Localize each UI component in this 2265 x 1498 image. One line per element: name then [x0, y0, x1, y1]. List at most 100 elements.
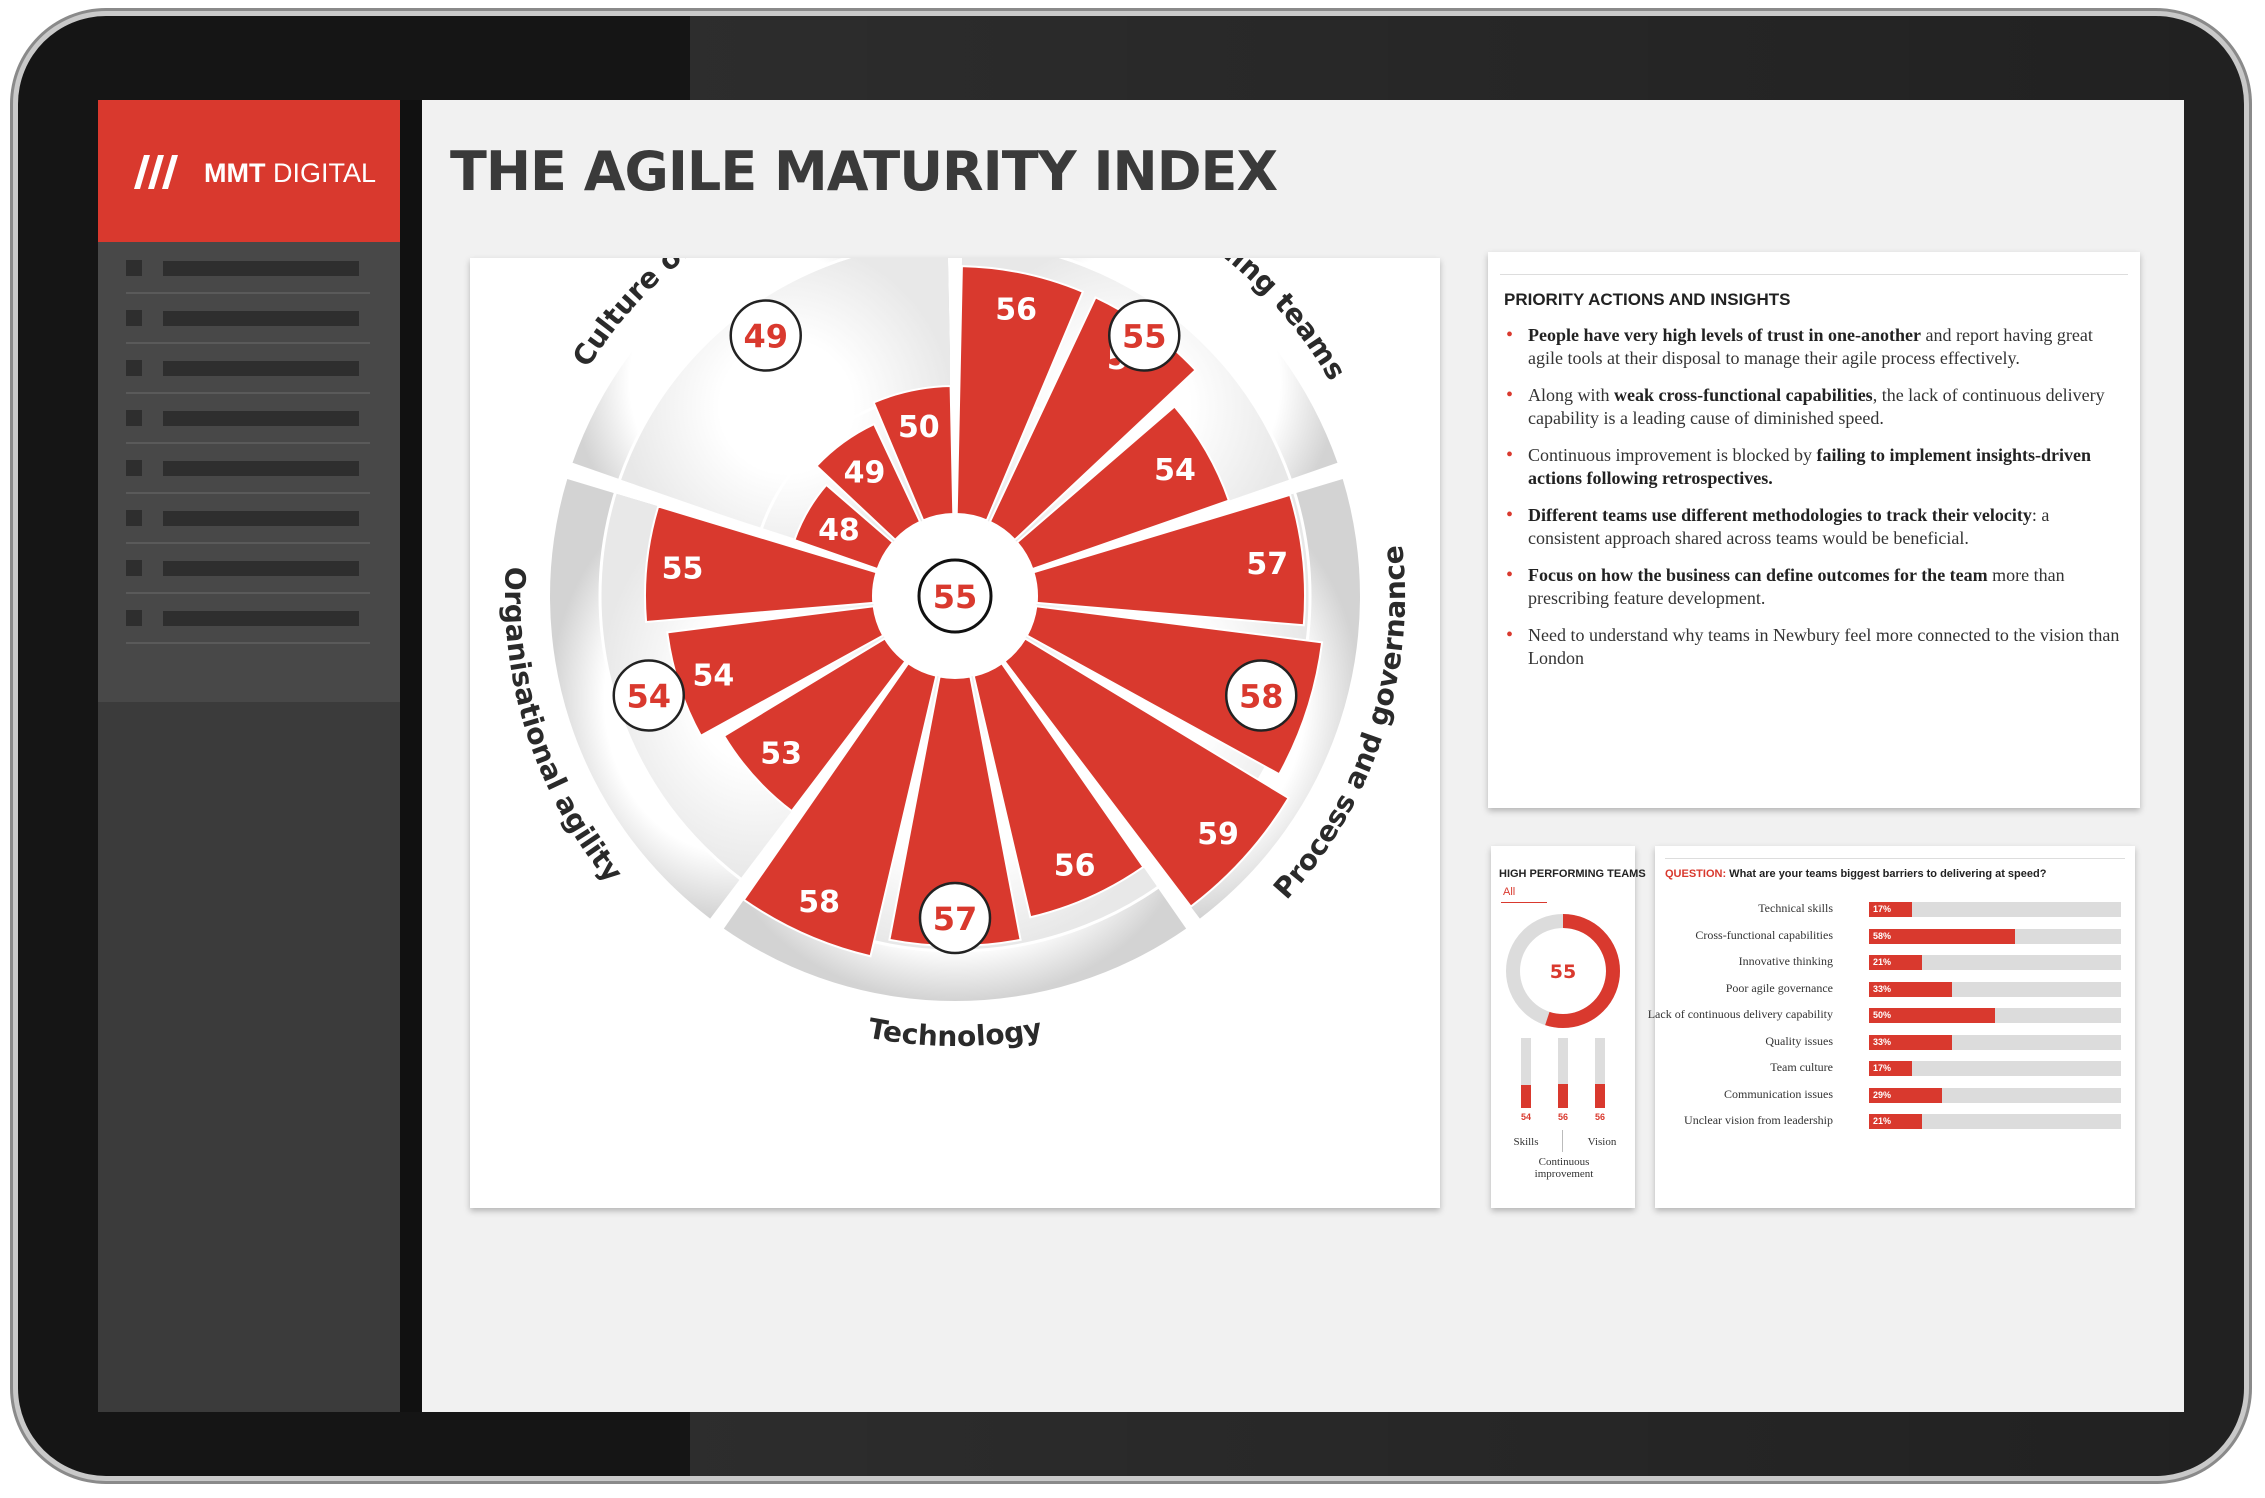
bar-fill: 33%	[1869, 981, 1953, 997]
sidebar-item[interactable]	[126, 392, 370, 444]
list-item: Continuous improvement is blocked by fai…	[1504, 444, 2124, 490]
menu-placeholder	[163, 461, 359, 476]
bar-value-label: 48	[818, 513, 860, 548]
skills-bar	[1521, 1038, 1531, 1108]
sidebar-item[interactable]	[126, 342, 370, 394]
connector-line	[1562, 1130, 1563, 1152]
sidebar-item[interactable]	[126, 292, 370, 344]
bar-category-label: Quality issues	[1765, 1033, 1833, 1048]
hpt-title: HIGH PERFORMING TEAMS	[1499, 868, 1646, 880]
bar-row: Communication issues 29%	[1655, 1086, 2135, 1104]
radial-chart-svg: 565654575859565758535455484950 55 555857…	[498, 147, 1412, 1053]
bar-value-label: 50	[898, 410, 940, 445]
bar-fill: 17%	[1869, 902, 1912, 917]
bar-percent-label: 21%	[1873, 957, 1892, 967]
bar-row: Unclear vision from leadership 21%	[1655, 1112, 2135, 1130]
bar-value-label: 57	[1246, 547, 1288, 582]
bar-value-label: 59	[1197, 817, 1239, 852]
skills-bar-fill	[1521, 1085, 1531, 1108]
segment-separator	[709, 641, 924, 931]
bar-value-label: 54	[693, 658, 735, 693]
hpt-donut-chart: 55	[1506, 914, 1620, 1028]
menu-placeholder	[163, 611, 359, 626]
page-title: THE AGILE MATURITY INDEX	[450, 140, 1278, 203]
sidebar-item[interactable]	[126, 442, 370, 494]
brand-name: MMT DIGITAL	[204, 158, 377, 188]
filter-all-tab[interactable]: All	[1503, 886, 1516, 898]
bar-category-label: Communication issues	[1724, 1086, 1833, 1101]
priority-list: People have very high levels of trust in…	[1504, 324, 2124, 684]
maturity-radial-chart: 565654575859565758535455484950 55 555857…	[470, 147, 1440, 1208]
bullet-icon	[126, 510, 142, 526]
bar-row: Cross-functional capabilities 58%	[1655, 927, 2135, 945]
segment-separator	[1010, 464, 1347, 583]
bar-track: 33%	[1869, 981, 2121, 997]
bar-percent-label: 50%	[1873, 1010, 1892, 1020]
question-title: QUESTION: What are your teams biggest ba…	[1665, 868, 2047, 880]
bar-value-label: 56	[995, 292, 1037, 327]
category-score: 55	[1122, 317, 1167, 355]
category-score-badge	[1224, 659, 1298, 732]
bullet-icon	[126, 360, 142, 376]
sidebar-item[interactable]	[126, 542, 370, 594]
donut-value: 55	[1550, 961, 1576, 983]
bar-percent-label: 29%	[1873, 1089, 1892, 1100]
ci-value: 56	[1557, 1112, 1568, 1122]
bar-track: 50%	[1869, 1008, 2121, 1023]
bar-category-label: Unclear vision from leadership	[1684, 1113, 1833, 1127]
bar-row: Team culture 17%	[1655, 1059, 2135, 1077]
bar-percent-label: 33%	[1873, 1036, 1892, 1047]
bar-fill: 58%	[1869, 928, 2016, 944]
ci-bar	[1558, 1038, 1568, 1108]
category-score-badge	[729, 299, 802, 372]
bar-percent-label: 17%	[1873, 1063, 1892, 1073]
high-performing-teams-panel: HIGH PERFORMING TEAMS All 55 54 56 56 Sk…	[1491, 846, 1646, 1208]
vision-bar-fill	[1595, 1084, 1605, 1108]
screen: MMT DIGITAL THE AGILE MATURITY INDEX	[98, 100, 2184, 1412]
segment-separator	[986, 641, 1201, 931]
menu-placeholder	[163, 561, 359, 576]
category-score: 49	[743, 317, 788, 355]
bar-track: 58%	[1869, 928, 2121, 944]
divider	[1665, 858, 2125, 859]
list-item: Focus on how the business can define out…	[1504, 564, 2124, 610]
donut-fill	[1506, 914, 1620, 1028]
category-score: 58	[1239, 678, 1284, 716]
brand-header: MMT DIGITAL	[98, 100, 400, 242]
bullet-icon	[126, 260, 142, 276]
bar-percent-label: 33%	[1873, 983, 1892, 994]
list-item: Along with weak cross-functional capabil…	[1504, 384, 2124, 430]
bar-fill: 29%	[1869, 1087, 1943, 1103]
segment-separator	[563, 464, 900, 583]
vision-bar	[1595, 1038, 1605, 1108]
mmt-logo-icon	[134, 155, 178, 189]
menu-placeholder	[163, 511, 359, 526]
bar-track: 21%	[1869, 955, 2121, 970]
vision-label: Vision	[1587, 1136, 1617, 1148]
bullet-icon	[126, 310, 142, 326]
sidebar-item[interactable]	[126, 592, 370, 644]
bullet-icon	[126, 560, 142, 576]
bar-track: 21%	[1869, 1114, 2121, 1129]
bar-category-label: Team culture	[1770, 1060, 1833, 1074]
bar-value-label: 55	[662, 551, 704, 586]
bar-category-label: Innovative thinking	[1738, 954, 1833, 968]
bullet-icon	[126, 410, 142, 426]
menu-placeholder	[163, 261, 359, 276]
bar-row: Lack of continuous delivery capability 50…	[1648, 1006, 2135, 1024]
menu-placeholder	[163, 411, 359, 426]
bar-category-label: Technical skills	[1758, 901, 1833, 915]
bar-fill: 21%	[1869, 955, 1922, 970]
ci-bar-fill	[1558, 1084, 1568, 1108]
bar-value-label: 56	[1054, 849, 1096, 884]
sidebar-item[interactable]	[126, 492, 370, 544]
bar-track: 17%	[1869, 1061, 2121, 1076]
sidebar-item[interactable]	[126, 242, 370, 294]
tab-underline	[1501, 902, 1547, 903]
ci-label: Continuous improvement	[1534, 1156, 1594, 1180]
priority-actions-panel: PRIORITY ACTIONS AND INSIGHTS People hav…	[1488, 252, 2140, 808]
bar-fill: 33%	[1869, 1034, 1953, 1050]
list-item: Different teams use different methodolog…	[1504, 504, 2124, 550]
sidebar-menu	[98, 242, 400, 702]
bar-track: 29%	[1869, 1087, 2121, 1103]
